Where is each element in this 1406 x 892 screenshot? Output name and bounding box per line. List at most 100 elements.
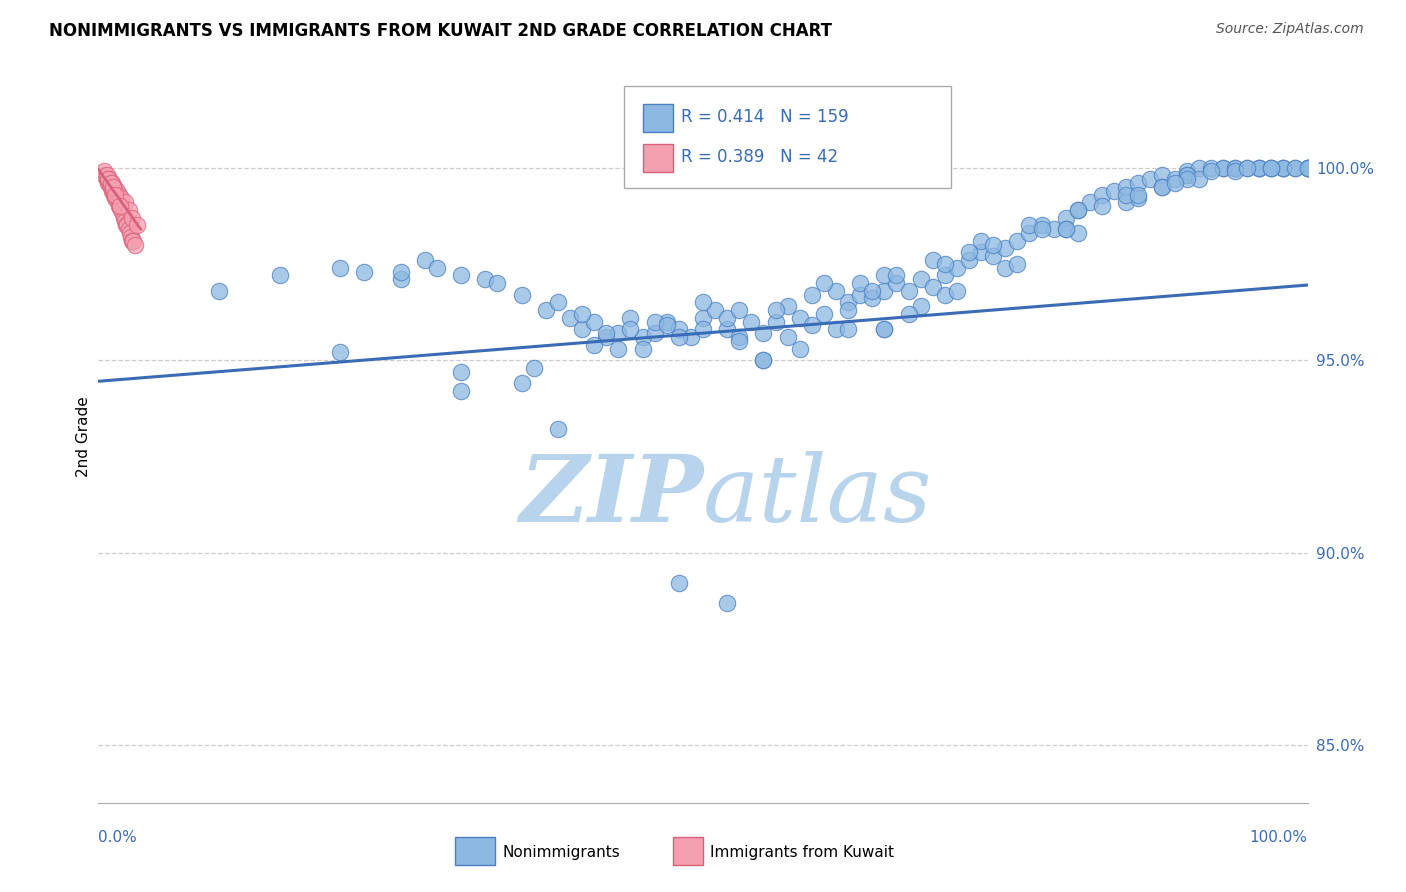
Point — [970, 245, 993, 260]
Point — [1296, 161, 1319, 175]
Point — [716, 322, 738, 336]
Point — [981, 237, 1004, 252]
Point — [1054, 211, 1077, 225]
Point — [1284, 161, 1306, 175]
Point — [329, 345, 352, 359]
Point — [752, 353, 775, 368]
Point — [98, 176, 121, 190]
Point — [121, 234, 143, 248]
Point — [583, 315, 606, 329]
Point — [1175, 172, 1198, 186]
Point — [1128, 187, 1150, 202]
Point — [1115, 195, 1137, 210]
Point — [1236, 161, 1258, 175]
Text: R = 0.389   N = 42: R = 0.389 N = 42 — [682, 148, 838, 166]
Point — [1067, 202, 1090, 217]
Point — [105, 184, 128, 198]
Point — [860, 284, 883, 298]
Bar — [643, 104, 673, 132]
Text: 0.0%: 0.0% — [98, 830, 138, 845]
Point — [910, 299, 932, 313]
Point — [692, 310, 714, 325]
Point — [1091, 187, 1114, 202]
Point — [837, 295, 859, 310]
Point — [728, 334, 751, 348]
Text: atlas: atlas — [703, 450, 932, 541]
Point — [1067, 202, 1090, 217]
Point — [1249, 161, 1271, 175]
Text: Source: ZipAtlas.com: Source: ZipAtlas.com — [1216, 22, 1364, 37]
Point — [886, 276, 908, 290]
Point — [704, 303, 727, 318]
Point — [1296, 161, 1319, 175]
Point — [595, 330, 617, 344]
Point — [837, 303, 859, 318]
Point — [873, 268, 896, 283]
Y-axis label: 2nd Grade: 2nd Grade — [76, 397, 91, 477]
Point — [934, 287, 956, 301]
Text: NONIMMIGRANTS VS IMMIGRANTS FROM KUWAIT 2ND GRADE CORRELATION CHART: NONIMMIGRANTS VS IMMIGRANTS FROM KUWAIT … — [49, 22, 832, 40]
Point — [1067, 226, 1090, 240]
Point — [100, 184, 122, 198]
Point — [765, 315, 787, 329]
Point — [100, 176, 122, 190]
Point — [668, 330, 690, 344]
Point — [1199, 164, 1222, 178]
Point — [813, 276, 835, 290]
Point — [93, 169, 115, 183]
Point — [837, 322, 859, 336]
Point — [474, 272, 496, 286]
Point — [118, 202, 141, 217]
Point — [1260, 161, 1282, 175]
Point — [389, 272, 412, 286]
Point — [1296, 161, 1319, 175]
Point — [1163, 172, 1185, 186]
Point — [571, 322, 593, 336]
Point — [111, 207, 134, 221]
Point — [789, 342, 811, 356]
Point — [655, 318, 678, 333]
Point — [934, 257, 956, 271]
Point — [122, 234, 145, 248]
Point — [897, 307, 920, 321]
Point — [1115, 187, 1137, 202]
Point — [1223, 161, 1246, 175]
Point — [108, 199, 131, 213]
Point — [413, 252, 436, 267]
Point — [1054, 222, 1077, 236]
Point — [1284, 161, 1306, 175]
Point — [93, 164, 115, 178]
Point — [752, 326, 775, 340]
Point — [1152, 169, 1174, 183]
Point — [644, 326, 666, 340]
Point — [1152, 179, 1174, 194]
Point — [607, 326, 630, 340]
Point — [619, 322, 641, 336]
Point — [1007, 257, 1029, 271]
Point — [118, 226, 141, 240]
Point — [970, 234, 993, 248]
Point — [946, 284, 969, 298]
Point — [97, 176, 120, 190]
Text: R = 0.414   N = 159: R = 0.414 N = 159 — [682, 109, 849, 127]
Point — [208, 284, 231, 298]
Point — [1042, 222, 1064, 236]
Point — [957, 245, 980, 260]
Point — [1128, 191, 1150, 205]
Bar — [456, 838, 495, 865]
Point — [108, 187, 131, 202]
Point — [353, 264, 375, 278]
Point — [849, 276, 872, 290]
Point — [389, 264, 412, 278]
Point — [523, 360, 546, 375]
Point — [728, 303, 751, 318]
Point — [981, 249, 1004, 263]
Point — [120, 230, 142, 244]
Point — [104, 191, 127, 205]
Point — [108, 199, 131, 213]
Point — [571, 307, 593, 321]
Point — [849, 287, 872, 301]
Point — [110, 191, 132, 205]
Point — [800, 287, 823, 301]
Point — [897, 284, 920, 298]
